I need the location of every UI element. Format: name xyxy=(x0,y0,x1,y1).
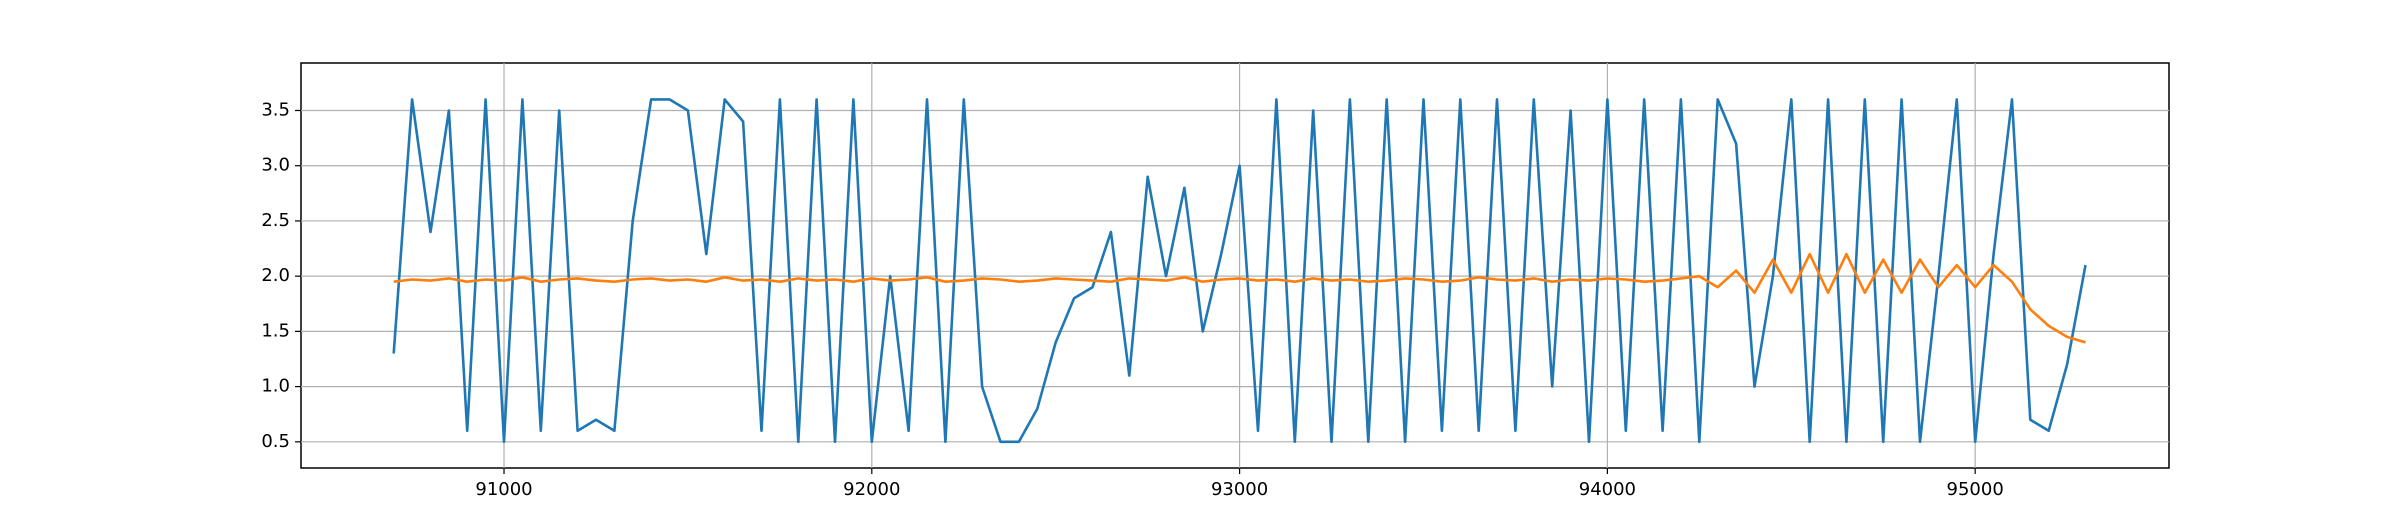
series-line xyxy=(393,252,2086,344)
y-tick-label: 2.0 xyxy=(261,265,290,286)
plot-frame xyxy=(300,62,2170,469)
x-tick-label: 92000 xyxy=(843,479,900,500)
y-tick-label: 3.5 xyxy=(261,99,290,120)
x-tick-label: 94000 xyxy=(1579,479,1636,500)
y-tick-label: 0.5 xyxy=(261,431,290,452)
x-tick-label: 95000 xyxy=(1947,479,2004,500)
y-tick-label: 1.0 xyxy=(261,376,290,397)
series-line xyxy=(392,98,2087,444)
x-tick-label: 91000 xyxy=(475,479,532,500)
y-tick-label: 2.5 xyxy=(261,210,290,231)
y-tick-label: 1.5 xyxy=(261,320,290,341)
x-tick-label: 93000 xyxy=(1211,479,1268,500)
y-tick-label: 3.0 xyxy=(261,155,290,176)
